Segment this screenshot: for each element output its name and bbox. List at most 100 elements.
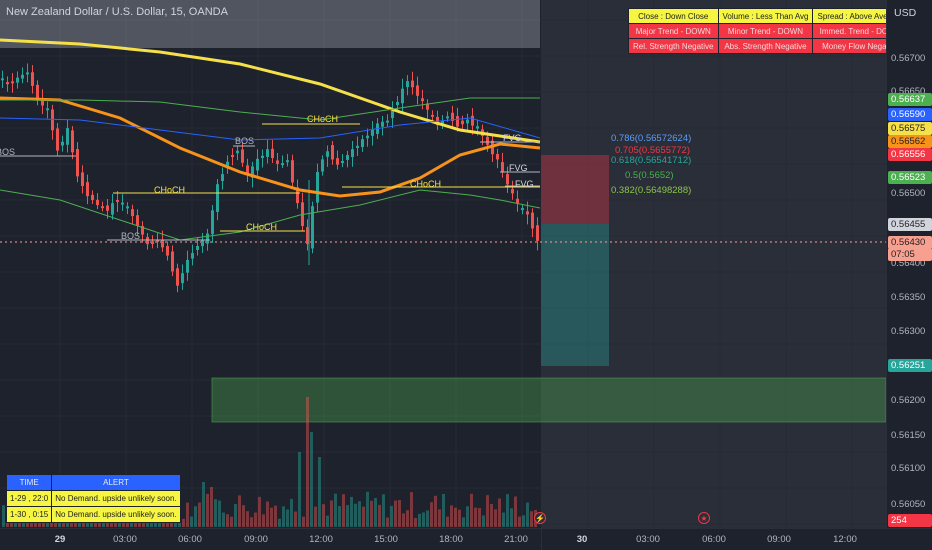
status-cell: Minor Trend - DOWN: [717, 23, 814, 39]
mid-band-line: [0, 117, 541, 141]
volume-bar: [434, 495, 437, 527]
volume-bar: [470, 493, 473, 527]
ema-orange-line: [0, 96, 541, 198]
ema-yellow-line: [0, 38, 541, 144]
volume-bar: [210, 487, 213, 527]
price-axis[interactable]: 0.56700 0.56650 0.56500 0.56400 0.56350 0.563…: [886, 0, 932, 528]
volume-bar: [394, 500, 397, 527]
bar-countdown: 07:05: [888, 248, 932, 261]
candle-body: [361, 139, 364, 148]
price-tick-label: 0.56700: [891, 53, 926, 64]
take-profit-zone: [541, 224, 609, 366]
candle-body: [426, 103, 429, 110]
volume-bar: [230, 516, 233, 527]
candle-body: [71, 130, 74, 153]
volume-bar: [342, 494, 345, 527]
candle-body: [256, 158, 259, 171]
volume-bar: [410, 492, 413, 527]
candle-body: [496, 154, 499, 160]
candle-body: [381, 121, 384, 127]
candle-body: [31, 72, 34, 86]
volume-bar: [282, 506, 285, 527]
volume-bar: [390, 505, 393, 527]
candle-body: [206, 233, 209, 244]
candle-body: [56, 128, 59, 151]
volume-bar: [506, 494, 509, 527]
volume-bar: [438, 509, 441, 527]
candle-body: [126, 206, 129, 209]
candle-body: [16, 77, 19, 83]
candle-body: [526, 211, 529, 215]
candle-body: [306, 227, 309, 245]
candle-body: [296, 187, 299, 204]
status-cell: Rel. Strength Negative: [628, 38, 719, 54]
candle-body: [336, 158, 339, 165]
volume-bar: [314, 506, 317, 527]
candle-body: [261, 155, 264, 159]
status-cell: Close : Down Close: [628, 8, 719, 24]
alert-row-message: No Demand. upside unlikely soon.: [51, 490, 181, 507]
candle-body: [241, 149, 244, 163]
candle-body: [521, 208, 524, 211]
volume-bar: [406, 510, 409, 527]
upper-band-line: [0, 97, 540, 121]
choch-label: CHoCH: [154, 185, 186, 195]
volume-bar: [522, 515, 525, 527]
candle-body: [106, 205, 109, 211]
candle-body: [216, 184, 219, 212]
volume-bar: [446, 516, 449, 527]
candle-body: [21, 74, 24, 79]
candle-body: [506, 174, 509, 185]
price-tick-label: 0.56650: [891, 86, 926, 97]
price-tick-label: 0.56100: [891, 463, 926, 474]
candle-body: [251, 166, 254, 178]
time-axis[interactable]: 29 03:00 06:00 09:00 12:00 15:00 18:00 21:00 30 0…: [0, 528, 932, 550]
volume-bar: [214, 499, 217, 527]
symbol-title: New Zealand Dollar / U.S. Dollar, 15, OA…: [6, 6, 228, 18]
status-row: Rel. Strength Negative Abs. Strength Nega…: [628, 38, 909, 54]
volume-bar: [182, 518, 185, 527]
candle-body: [201, 239, 204, 247]
demand-zone: [211, 377, 886, 423]
candle-body: [96, 199, 99, 206]
volume-bar: [454, 507, 457, 527]
price-tag: 0.56430: [888, 236, 932, 249]
trend-status-table: Close : Down Close Volume : Less Than Avg…: [628, 8, 909, 54]
time-tick-label: 03:00: [113, 534, 137, 545]
volume-bar: [502, 512, 505, 527]
candle-body: [341, 160, 344, 163]
volume-bar: [274, 505, 277, 527]
candle-body: [371, 129, 374, 136]
candle-body: [451, 112, 454, 121]
price-tick-label: 0.56200: [891, 395, 926, 406]
volume-bar: [338, 506, 341, 527]
volume-bar: [250, 517, 253, 527]
time-tick-label: 18:00: [439, 534, 463, 545]
volume-bar: [426, 510, 429, 527]
volume-bar: [194, 506, 197, 527]
currency-button[interactable]: USD: [894, 7, 917, 19]
time-tick-label: 21:00: [504, 534, 528, 545]
fvg-label: FVG: [509, 163, 528, 173]
volume-bar: [326, 515, 329, 527]
volume-bar: [310, 432, 313, 527]
volume-bar: [238, 495, 241, 527]
candle-body: [136, 215, 139, 226]
fib-level-label: 0.5(0.5652): [625, 170, 674, 181]
candle-body: [356, 145, 359, 149]
candle-body: [406, 81, 409, 88]
candle-body: [311, 206, 314, 249]
candle-body: [111, 203, 114, 215]
price-tag: 0.56575: [888, 122, 932, 135]
price-chart-plot[interactable]: [0, 0, 886, 528]
candle-body: [501, 162, 504, 172]
candle-body: [316, 171, 319, 203]
candle-body: [236, 150, 239, 154]
volume-bar: [398, 500, 401, 527]
alert-row-message: No Demand. upside unlikely soon.: [51, 506, 181, 523]
volume-bar: [362, 506, 365, 527]
candle-body: [246, 165, 249, 174]
candle-body: [386, 120, 389, 123]
price-tick-label: 0.56350: [891, 292, 926, 303]
